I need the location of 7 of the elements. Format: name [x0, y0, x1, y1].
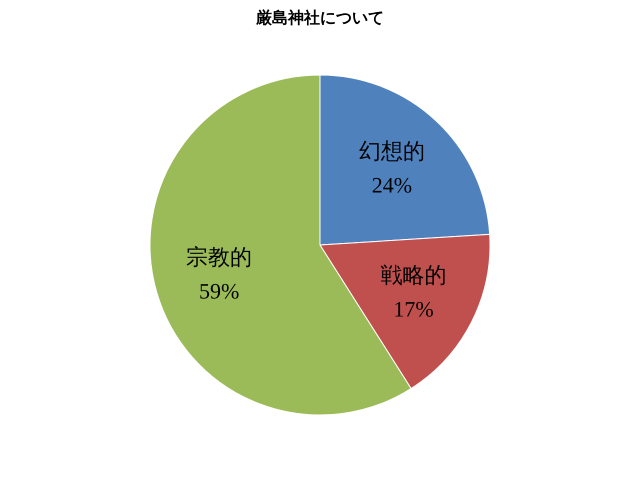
- slice-label: 戦略的: [380, 262, 447, 288]
- data-label: 17%: [393, 296, 434, 322]
- slice-label: 宗教的: [186, 244, 252, 270]
- data-label: 59%: [199, 278, 240, 304]
- data-label: 24%: [372, 172, 412, 198]
- slice-label: 幻想的: [358, 138, 425, 164]
- chart-title: 厳島神社について: [255, 9, 384, 27]
